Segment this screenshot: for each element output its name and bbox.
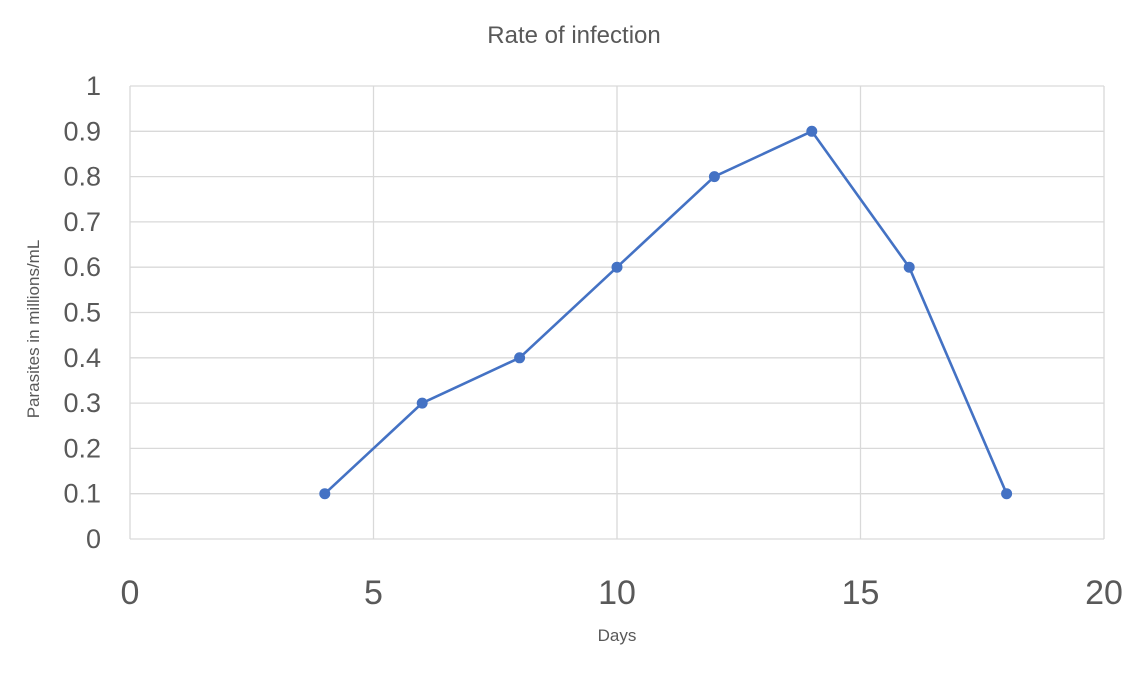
y-tick-label: 0.1: [63, 479, 101, 509]
y-tick-label: 0.5: [63, 298, 101, 328]
data-point: [1001, 488, 1013, 500]
data-point: [806, 125, 818, 137]
data-point: [416, 397, 428, 409]
y-tick-label: 1: [86, 71, 101, 101]
x-tick-label: 0: [121, 574, 140, 612]
data-point: [611, 261, 623, 273]
series-line: [323, 130, 1008, 495]
y-tick-label: 0.6: [63, 252, 101, 282]
chart-title: Rate of infection: [487, 22, 660, 49]
x-tick-label: 10: [598, 574, 636, 612]
series-layer: [319, 125, 1013, 500]
data-point: [903, 261, 915, 273]
y-tick-label: 0: [86, 524, 101, 554]
data-point: [319, 488, 331, 500]
y-axis-label: Parasites in millions/mL: [24, 240, 43, 419]
x-tick-label: 20: [1085, 574, 1123, 612]
x-axis-label: Days: [598, 626, 637, 645]
y-tick-label: 0.4: [63, 343, 101, 373]
x-axis-tick-labels: 0 5 10 15 20: [121, 574, 1123, 612]
y-tick-label: 0.7: [63, 207, 101, 237]
y-tick-label: 0.8: [63, 162, 101, 192]
y-tick-label: 0.9: [63, 116, 101, 146]
y-axis-tick-labels: 0 0.1 0.2 0.3 0.4 0.5 0.6 0.7 0.8 0.9 1: [63, 71, 101, 554]
x-tick-label: 5: [364, 574, 383, 612]
y-tick-label: 0.2: [63, 433, 101, 463]
axes: [129, 86, 1104, 540]
x-tick-label: 15: [842, 574, 880, 612]
gridlines: [130, 85, 1105, 539]
data-point: [708, 171, 720, 183]
data-point: [514, 352, 526, 364]
y-tick-label: 0.3: [63, 388, 101, 418]
